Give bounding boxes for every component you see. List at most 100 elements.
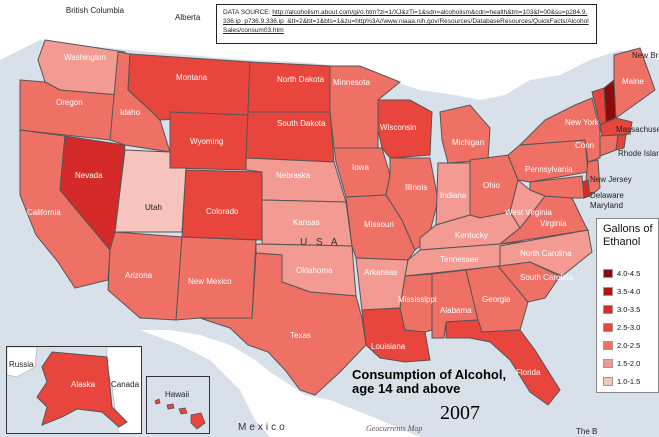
label-new-york: New York	[565, 118, 600, 127]
legend-label: 2.0-2.5	[617, 340, 641, 350]
label-pennsylvania: Pennsylvania	[525, 165, 573, 174]
state-illinois[interactable]	[385, 157, 439, 251]
alaska-inset: Russia Canada Alaska	[6, 346, 142, 434]
state-florida[interactable]	[445, 319, 561, 406]
label-usa: U S A	[300, 237, 341, 248]
legend-label: 3.0-3.5	[617, 304, 641, 314]
label-utah: Utah	[145, 203, 162, 212]
legend-label: 1.0-1.5	[617, 376, 641, 386]
data-source-prefix: DATA SOURCE:	[223, 9, 273, 16]
label-minnesota: Minnesota	[333, 78, 370, 87]
label-delaware: Delaware	[590, 191, 624, 200]
label-kansas: Kansas	[293, 218, 320, 227]
label-maryland: Maryland	[590, 201, 623, 210]
label-oklahoma: Oklahoma	[296, 266, 333, 275]
label-virginia: Virginia	[540, 219, 567, 228]
label-alaska: Alaska	[71, 380, 96, 389]
legend-swatch	[603, 304, 613, 314]
label-west-virginia: West Virginia	[505, 208, 552, 217]
label-indiana: Indiana	[440, 191, 467, 200]
state-hawaii[interactable]	[154, 398, 206, 430]
label-florida: Florida	[516, 368, 541, 377]
data-source-link[interactable]: http://alcoholism.about.com/gi/o.htm?zi=…	[223, 9, 589, 34]
label-the-bahamas: The B	[576, 427, 597, 436]
label-massachusetts: Massachuse	[616, 125, 659, 134]
state-north-dakota[interactable]	[247, 61, 331, 113]
legend-swatch	[603, 340, 613, 350]
map-credit: Geocurrents Map	[366, 424, 423, 433]
label-hawaii: Hawaii	[165, 390, 189, 399]
legend-item: 2.0-2.5	[603, 339, 640, 351]
legend-swatch	[603, 268, 613, 278]
legend-label: 2.5-3.0	[617, 322, 641, 332]
data-source-box: DATA SOURCE: http://alcoholism.about.com…	[216, 4, 597, 44]
label-british-columbia: British Columbia	[66, 6, 125, 15]
legend-swatch	[603, 286, 613, 296]
state-michigan[interactable]	[439, 104, 491, 164]
state-new-york[interactable]	[518, 97, 601, 163]
legend-label: 3.5-4.0	[617, 286, 641, 296]
legend-item: 3.5-4.0	[603, 285, 640, 297]
state-alaska[interactable]	[36, 351, 128, 428]
label-washington: Washington	[64, 53, 106, 62]
label-ohio: Ohio	[483, 181, 500, 190]
label-tennessee: Tennessee	[440, 255, 479, 264]
legend-item: 1.5-2.0	[603, 357, 640, 369]
state-massachusetts[interactable]	[599, 117, 633, 137]
label-colorado: Colorado	[206, 207, 239, 216]
label-idaho: Idaho	[120, 108, 141, 117]
alaska-inset-map: Russia Canada Alaska	[7, 347, 141, 433]
label-michigan: Michigan	[452, 138, 484, 147]
label-montana: Montana	[176, 73, 208, 82]
label-south-carolina: South Carolina	[520, 273, 573, 282]
label-louisiana: Louisiana	[371, 342, 406, 351]
map-title: Consumption of Alcohol, age 14 and above	[352, 367, 507, 396]
state-maine[interactable]	[613, 47, 656, 119]
mexico-land	[140, 330, 420, 437]
label-nebraska: Nebraska	[276, 171, 311, 180]
legend-swatch	[603, 376, 613, 386]
label-nevada: Nevada	[75, 171, 103, 180]
label-maine: Maine	[622, 77, 644, 86]
label-oregon: Oregon	[56, 98, 83, 107]
label-georgia: Georgia	[482, 295, 511, 304]
label-alabama: Alabama	[440, 306, 472, 315]
label-new-jersey: New Jersey	[590, 175, 632, 184]
state-colorado[interactable]	[181, 169, 263, 241]
label-russia: Russia	[9, 360, 34, 369]
label-mexico: Mexico	[238, 422, 288, 433]
label-new-brunswick: New Brunsw	[632, 51, 659, 60]
legend-swatch	[603, 322, 613, 332]
label-wyoming: Wyoming	[190, 137, 223, 146]
label-texas: Texas	[290, 331, 311, 340]
state-wisconsin[interactable]	[377, 99, 433, 159]
label-arizona: Arizona	[125, 271, 153, 280]
legend-item: 4.0-4.5	[603, 267, 640, 279]
legend-item: 3.0-3.5	[603, 303, 640, 315]
russia-land	[7, 347, 38, 378]
label-iowa: Iowa	[352, 163, 369, 172]
label-rhode-island: Rhode Islar	[618, 149, 659, 158]
legend-swatch	[603, 358, 613, 368]
state-rhode-island[interactable]	[615, 134, 627, 151]
state-connecticut[interactable]	[599, 134, 619, 157]
label-arkansas: Arkansas	[364, 268, 397, 277]
hawaii-inset: Hawaii	[146, 376, 210, 434]
legend-title: Gallons of Ethanol	[603, 223, 653, 248]
label-illinois: Illinois	[405, 183, 427, 192]
hawaii-inset-map: Hawaii	[154, 390, 206, 430]
label-alberta: Alberta	[175, 13, 201, 22]
label-new-mexico: New Mexico	[188, 277, 232, 286]
legend-item: 2.5-3.0	[603, 321, 640, 333]
label-north-dakota: North Dakota	[277, 75, 325, 84]
legend-label: 1.5-2.0	[617, 358, 641, 368]
label-south-dakota: South Dakota	[277, 119, 326, 128]
state-texas[interactable]	[199, 252, 367, 396]
state-new-jersey[interactable]	[585, 159, 601, 197]
label-mississippi: Mississippi	[398, 295, 437, 304]
map-year: 2007	[440, 402, 480, 424]
label-kentucky: Kentucky	[455, 231, 488, 240]
state-maryland[interactable]	[529, 175, 585, 199]
